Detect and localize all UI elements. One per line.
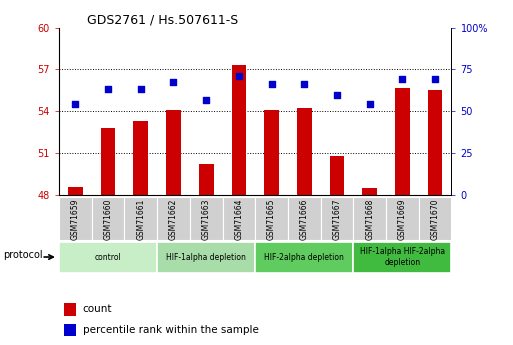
Bar bbox=[321, 197, 353, 240]
Bar bbox=[428, 90, 442, 195]
Text: GSM71661: GSM71661 bbox=[136, 199, 145, 240]
Text: percentile rank within the sample: percentile rank within the sample bbox=[83, 325, 259, 335]
Point bbox=[431, 76, 439, 81]
FancyBboxPatch shape bbox=[255, 241, 353, 273]
Bar bbox=[124, 197, 157, 240]
Bar bbox=[395, 88, 410, 195]
Text: HIF-2alpha depletion: HIF-2alpha depletion bbox=[264, 253, 344, 262]
Point bbox=[169, 79, 177, 85]
Text: HIF-1alpha HIF-2alpha
depletion: HIF-1alpha HIF-2alpha depletion bbox=[360, 247, 445, 267]
Bar bbox=[101, 128, 115, 195]
Bar bbox=[264, 110, 279, 195]
Bar bbox=[133, 121, 148, 195]
Text: control: control bbox=[95, 253, 122, 262]
Bar bbox=[166, 110, 181, 195]
Text: protocol: protocol bbox=[3, 250, 43, 260]
Bar bbox=[386, 197, 419, 240]
Point bbox=[366, 101, 374, 107]
Bar bbox=[64, 303, 76, 316]
Point bbox=[104, 86, 112, 91]
Bar bbox=[362, 188, 377, 195]
Bar bbox=[297, 108, 311, 195]
Point bbox=[300, 81, 308, 86]
Bar bbox=[255, 197, 288, 240]
Bar bbox=[353, 197, 386, 240]
Point bbox=[136, 86, 145, 91]
Text: GSM71668: GSM71668 bbox=[365, 199, 374, 240]
Bar bbox=[419, 197, 451, 240]
Bar bbox=[223, 197, 255, 240]
Bar bbox=[190, 197, 223, 240]
Bar bbox=[199, 164, 213, 195]
Bar bbox=[64, 324, 76, 336]
Bar bbox=[288, 197, 321, 240]
Text: GSM71662: GSM71662 bbox=[169, 199, 178, 240]
Text: count: count bbox=[83, 304, 112, 314]
Bar bbox=[68, 187, 83, 195]
Point bbox=[267, 81, 275, 86]
Bar bbox=[92, 197, 125, 240]
Text: GSM71664: GSM71664 bbox=[234, 199, 243, 240]
Bar bbox=[330, 156, 344, 195]
Point bbox=[202, 97, 210, 102]
FancyBboxPatch shape bbox=[353, 241, 451, 273]
Text: GSM71665: GSM71665 bbox=[267, 199, 276, 240]
Text: GSM71667: GSM71667 bbox=[332, 199, 342, 240]
FancyBboxPatch shape bbox=[157, 241, 255, 273]
Text: GDS2761 / Hs.507611-S: GDS2761 / Hs.507611-S bbox=[87, 14, 239, 27]
Point bbox=[398, 76, 406, 81]
Bar bbox=[157, 197, 190, 240]
Text: GSM71670: GSM71670 bbox=[430, 199, 440, 240]
Point bbox=[333, 92, 341, 97]
Text: GSM71666: GSM71666 bbox=[300, 199, 309, 240]
Text: GSM71669: GSM71669 bbox=[398, 199, 407, 240]
Text: GSM71659: GSM71659 bbox=[71, 199, 80, 240]
Bar bbox=[59, 197, 92, 240]
Text: HIF-1alpha depletion: HIF-1alpha depletion bbox=[166, 253, 246, 262]
Point bbox=[235, 73, 243, 79]
FancyBboxPatch shape bbox=[59, 241, 157, 273]
Bar bbox=[231, 65, 246, 195]
Point bbox=[71, 101, 80, 107]
Text: GSM71663: GSM71663 bbox=[202, 199, 211, 240]
Text: GSM71660: GSM71660 bbox=[104, 199, 112, 240]
